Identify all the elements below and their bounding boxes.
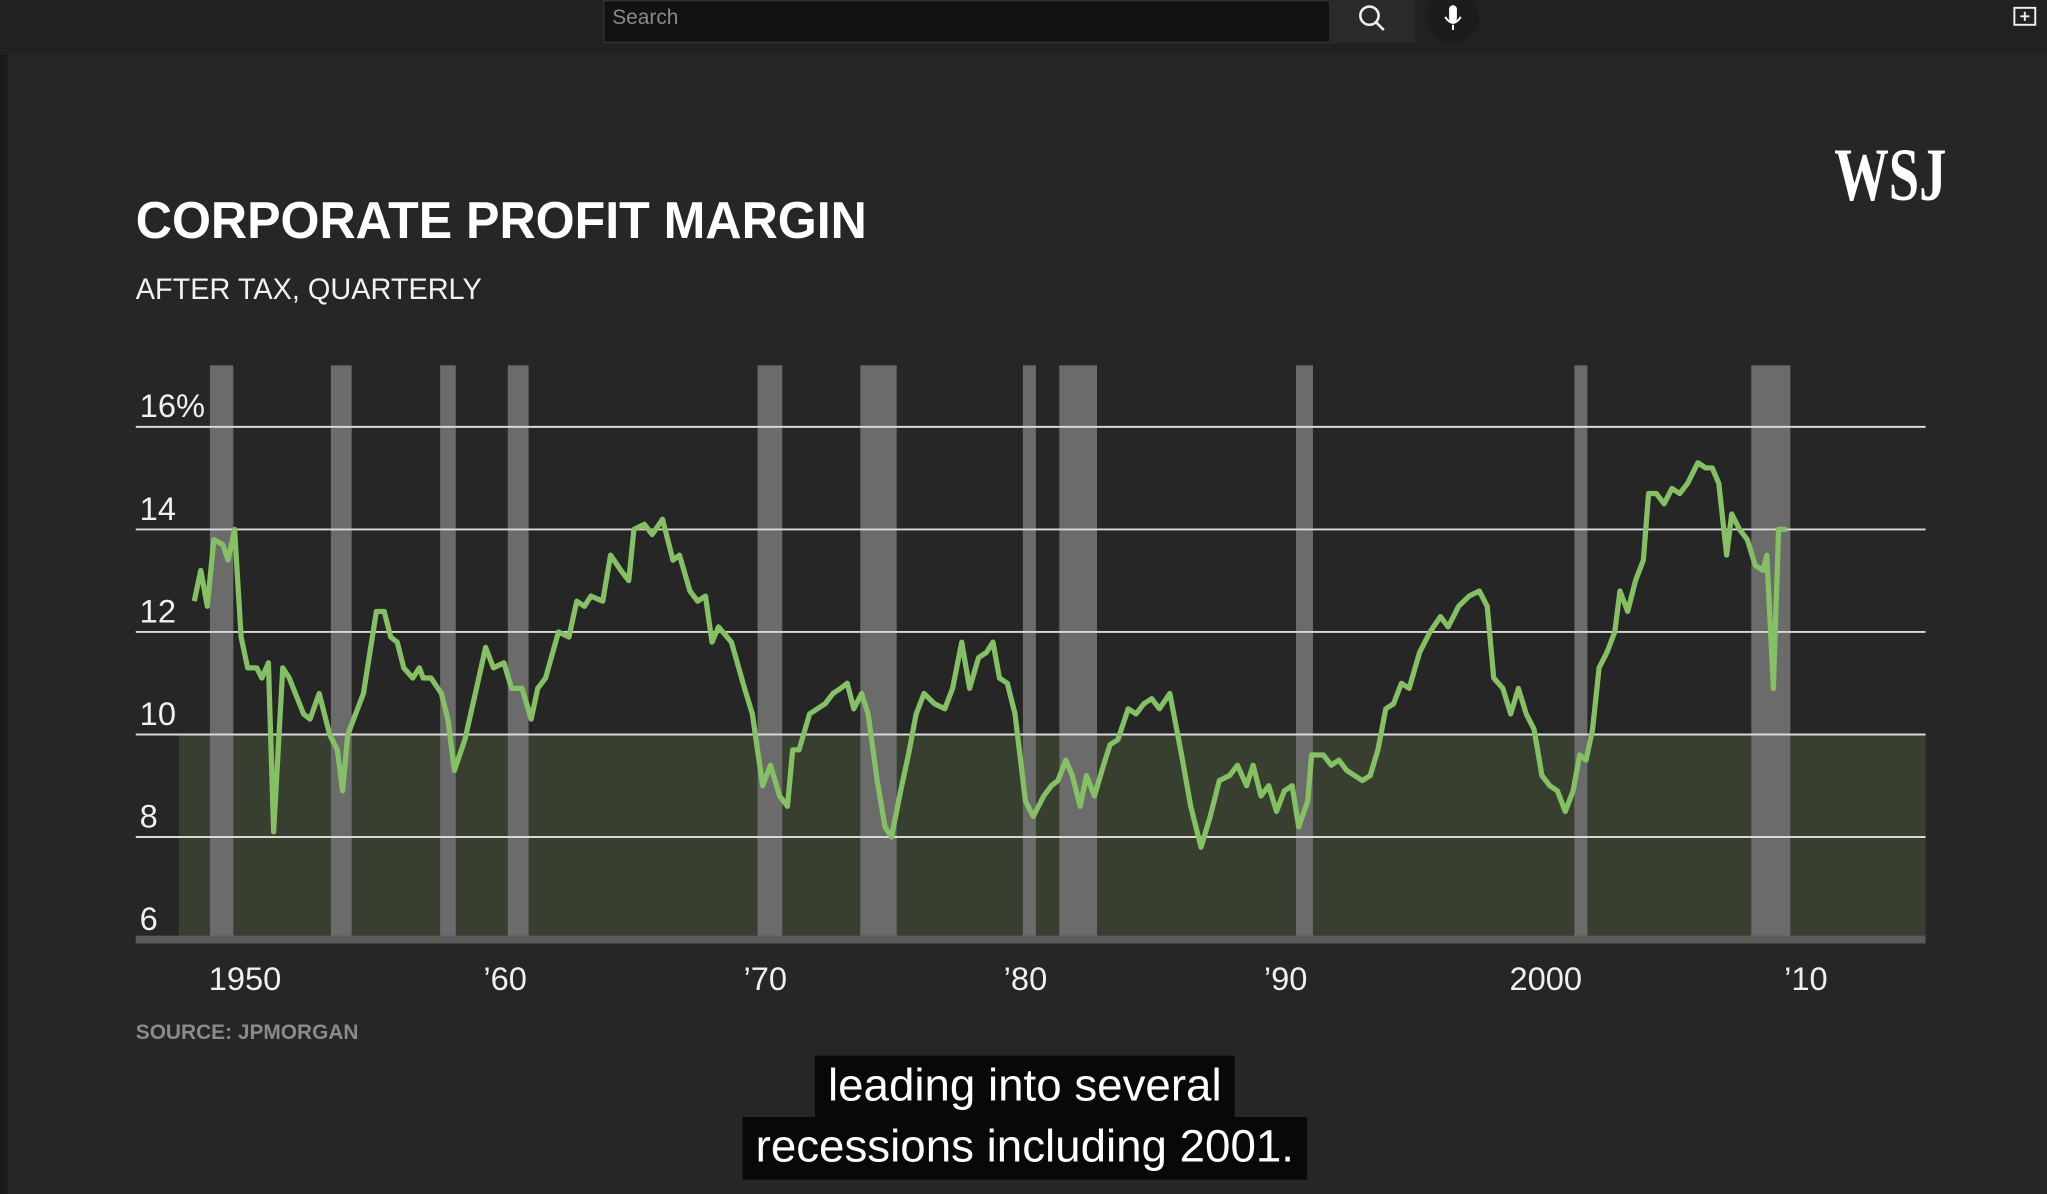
x-tick-label: 1950 [209, 960, 282, 997]
search-box[interactable] [603, 0, 1331, 44]
x-tick-label: ’80 [1004, 960, 1048, 997]
recession-bar [1059, 365, 1098, 940]
left-edge [0, 54, 8, 1194]
recession-bar [1296, 365, 1313, 940]
recession-bar [757, 365, 783, 940]
mic-icon [1444, 16, 1462, 31]
search-placeholder: Search [612, 6, 678, 29]
recession-bar [209, 365, 234, 940]
recession-bar [330, 365, 352, 940]
y-tick-label: 14 [140, 490, 176, 527]
x-tick-label: ’90 [1264, 960, 1308, 997]
caption-line: leading into several [828, 1059, 1222, 1110]
y-tick-label: 6 [140, 900, 158, 937]
recession-bar [1022, 365, 1036, 940]
y-tick-label: 16% [140, 387, 205, 424]
logo: WSJ [1834, 134, 1946, 217]
search-icon [1375, 21, 1385, 31]
chart-subtitle: AFTER TAX, QUARTERLY [136, 273, 482, 306]
profit-line [191, 460, 1787, 850]
x-tick-label: ’10 [1784, 960, 1828, 997]
create-button[interactable] [2013, 6, 2037, 26]
x-tick-label: ’70 [744, 960, 788, 997]
mic-icon [1449, 5, 1457, 23]
y-tick-label: 10 [140, 695, 176, 732]
search-icon [1359, 5, 1380, 27]
plot: 16% 14 12 10 8 6 1950 ’60 ’70 ’80 ’90 2000 ’10 [135, 365, 1926, 997]
recession-bar [440, 365, 456, 940]
x-tick-label: ’60 [483, 960, 527, 997]
caption-background [814, 1055, 1235, 1119]
y-tick-label: 12 [140, 592, 176, 629]
recession-bar [1574, 365, 1588, 940]
captions: leading into several recessions including… [742, 1055, 1308, 1180]
caption-background [742, 1117, 1308, 1180]
create-icon [2020, 11, 2030, 21]
chart-title: CORPORATE PROFIT MARGIN [136, 192, 867, 250]
recession-bar [507, 365, 529, 940]
recession-bar [860, 365, 897, 940]
y-tick-label: 8 [140, 797, 158, 834]
source: SOURCE: JPMORGAN [136, 1021, 359, 1044]
caption-line: recessions including 2001. [756, 1121, 1294, 1172]
x-tick-label: 2000 [1509, 960, 1582, 997]
